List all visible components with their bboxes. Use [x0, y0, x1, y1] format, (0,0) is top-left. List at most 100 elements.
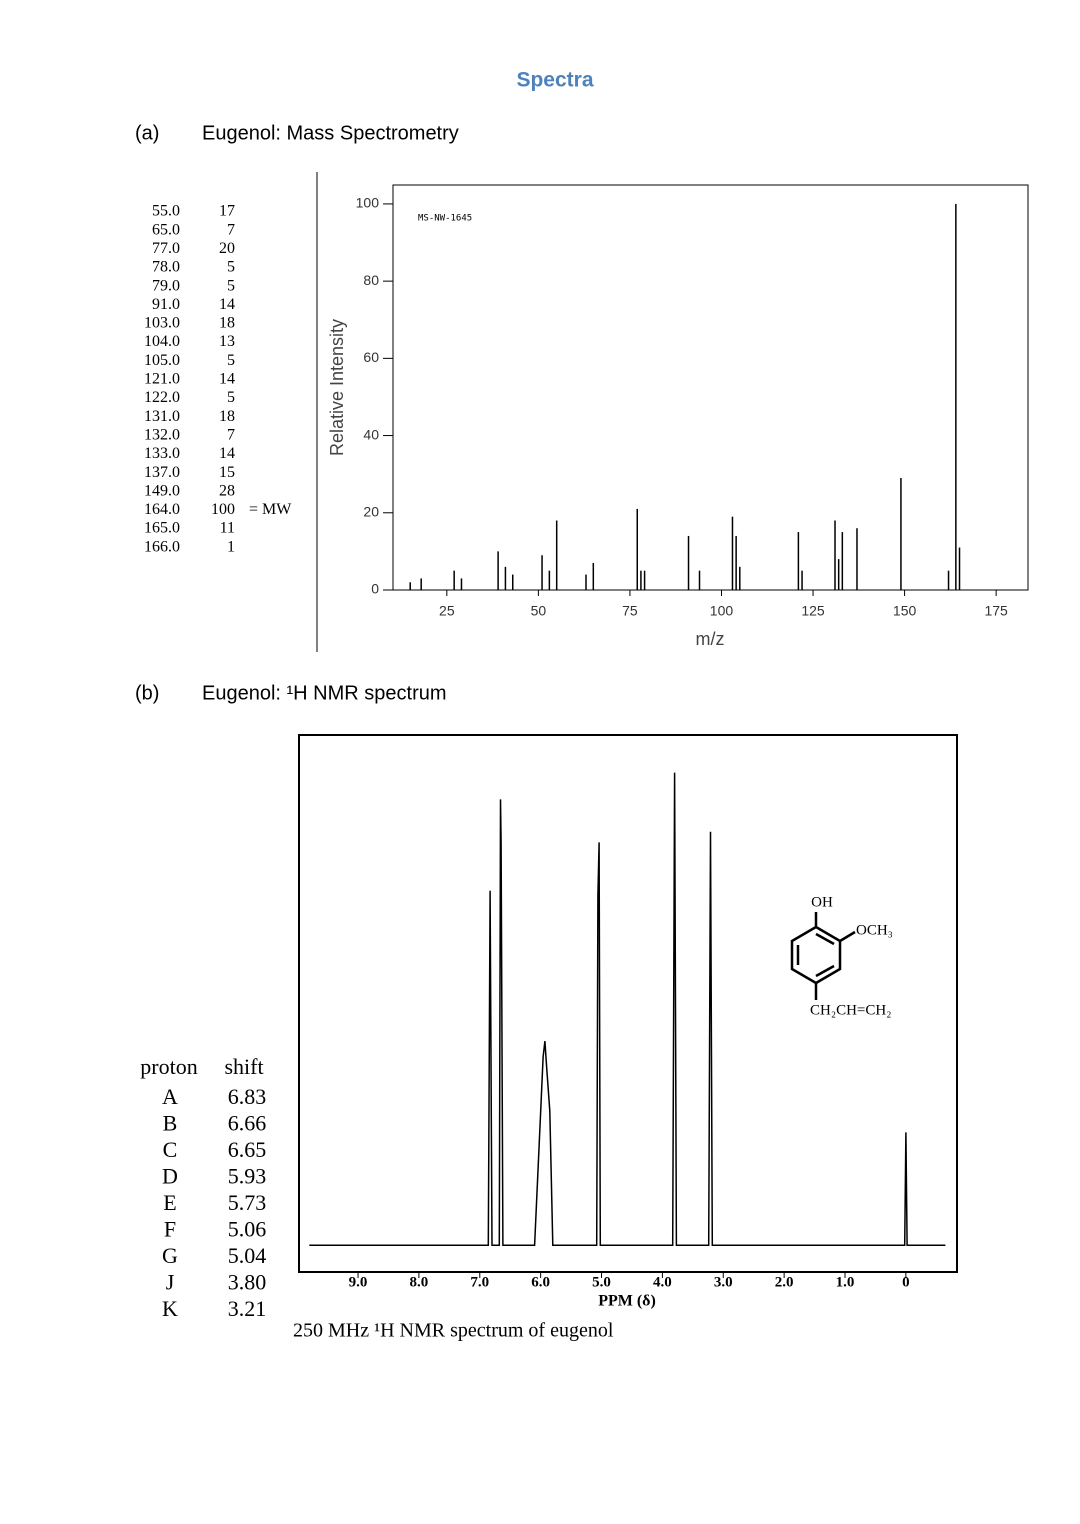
table-cell: 149.0 [144, 482, 180, 499]
table-cell: 3.21 [228, 1296, 267, 1321]
table-cell: 91.0 [152, 296, 180, 313]
section-heading: Eugenol: Mass Spectrometry [202, 122, 459, 144]
table-cell: 104.0 [144, 333, 180, 350]
y-tick-label: 80 [363, 272, 379, 288]
table-cell: 7 [227, 426, 235, 443]
table-cell: 20 [219, 240, 235, 257]
table-cell: 5.04 [228, 1243, 267, 1268]
table-cell: C [163, 1137, 178, 1162]
table-cell: 166.0 [144, 538, 180, 555]
table-cell: 5.06 [228, 1217, 267, 1242]
table-cell: 79.0 [152, 277, 180, 294]
table-cell: 5 [227, 389, 235, 406]
table-cell: 122.0 [144, 389, 180, 406]
x-tick-label: 50 [531, 603, 547, 619]
x-tick-label: 175 [984, 603, 1008, 619]
x-axis-label: PPM (δ) [598, 1293, 656, 1310]
x-tick-label: 4.0 [653, 1274, 672, 1290]
table-header: proton [140, 1054, 197, 1079]
table-cell: 55.0 [152, 203, 180, 220]
table-cell: 11 [220, 520, 235, 537]
table-cell: 14 [219, 445, 235, 462]
x-axis-label: m/z [696, 629, 725, 649]
x-tick-label: 75 [622, 603, 638, 619]
table-cell: F [164, 1217, 176, 1242]
table-cell: 78.0 [152, 259, 180, 276]
table-cell: G [162, 1243, 178, 1268]
table-cell: 5 [227, 259, 235, 276]
table-cell: 105.0 [144, 352, 180, 369]
table-cell: E [163, 1190, 176, 1215]
table-cell: 137.0 [144, 464, 180, 481]
table-cell: 14 [219, 296, 235, 313]
table-cell: 5.73 [228, 1190, 267, 1215]
table-cell: J [166, 1270, 175, 1295]
section-label: (b) [135, 682, 159, 704]
table-cell: 5 [227, 352, 235, 369]
x-tick-label: 5.0 [592, 1274, 611, 1290]
structure-label: OCH₃ [856, 922, 893, 938]
x-tick-label: 125 [801, 603, 825, 619]
y-tick-label: 60 [363, 349, 379, 365]
x-tick-label: 100 [710, 603, 734, 619]
x-tick-label: 3.0 [714, 1274, 733, 1290]
y-tick-label: 0 [371, 581, 379, 597]
table-cell: 131.0 [144, 408, 180, 425]
table-cell: D [162, 1164, 178, 1189]
structure [790, 912, 856, 1000]
table-cell: 5 [227, 277, 235, 294]
table-header: shift [224, 1054, 263, 1079]
y-tick-label: 20 [363, 503, 379, 519]
table-note: = MW [249, 501, 292, 518]
table-cell: 103.0 [144, 315, 180, 332]
table-cell: 13 [219, 333, 235, 350]
table-cell: A [162, 1084, 178, 1109]
table-cell: 6.66 [228, 1111, 267, 1136]
plot-frame [298, 734, 958, 1273]
table-cell: 14 [219, 371, 235, 388]
table-cell: 15 [219, 464, 235, 481]
table-cell: 6.83 [228, 1084, 267, 1109]
table-cell: 1 [227, 538, 235, 555]
table-cell: 133.0 [144, 445, 180, 462]
table-cell: K [162, 1296, 178, 1321]
x-tick-label: 2.0 [775, 1274, 794, 1290]
page-title: Spectra [516, 69, 593, 92]
table-cell: 5.93 [228, 1164, 267, 1189]
table-cell: 7 [227, 221, 235, 238]
table-cell: 121.0 [144, 371, 180, 388]
table-cell: 77.0 [152, 240, 180, 257]
table-cell: 18 [219, 315, 235, 332]
x-tick-label: 7.0 [470, 1274, 489, 1290]
y-axis-label: Relative Intensity [327, 319, 347, 456]
y-tick-label: 40 [363, 426, 379, 442]
table-cell: 6.65 [228, 1137, 267, 1162]
y-tick-label: 100 [356, 195, 380, 211]
table-cell: 100 [211, 501, 235, 518]
table-cell: 3.80 [228, 1270, 267, 1295]
structure-label: CH₂CH=CH₂ [810, 1002, 891, 1018]
x-tick-label: 25 [439, 603, 455, 619]
table-cell: 28 [219, 482, 235, 499]
spectrum-line [309, 772, 946, 1246]
table-cell: 17 [219, 203, 235, 220]
table-cell: 165.0 [144, 520, 180, 537]
x-tick-label: 0 [902, 1274, 910, 1290]
plot-frame [392, 184, 1029, 591]
x-tick-label: 150 [893, 603, 917, 619]
x-tick-label: 9.0 [349, 1274, 368, 1290]
table-cell: 164.0 [144, 501, 180, 518]
x-tick-label: 8.0 [410, 1274, 429, 1290]
x-tick-label: 1.0 [836, 1274, 855, 1290]
table-cell: 18 [219, 408, 235, 425]
table-cell: 132.0 [144, 426, 180, 443]
caption: 250 MHz ¹H NMR spectrum of eugenol [293, 1320, 614, 1342]
annotation: MS-NW-1645 [418, 214, 472, 224]
section-heading: Eugenol: ¹H NMR spectrum [202, 682, 447, 704]
structure-label: OH [811, 894, 833, 910]
section-label: (a) [135, 122, 159, 144]
table-cell: B [163, 1111, 178, 1136]
x-tick-label: 6.0 [531, 1274, 550, 1290]
table-cell: 65.0 [152, 221, 180, 238]
